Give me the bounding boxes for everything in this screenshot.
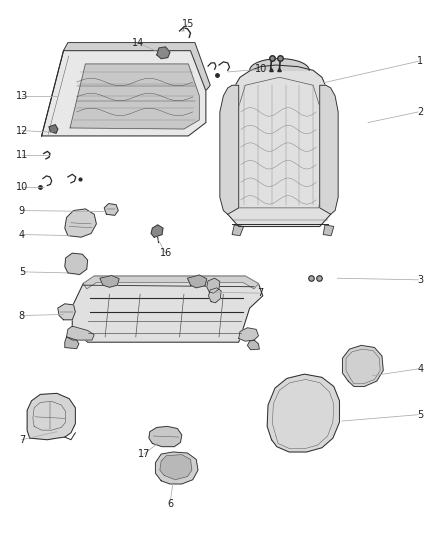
- Polygon shape: [64, 43, 210, 91]
- Text: 6: 6: [168, 499, 174, 508]
- Text: 17: 17: [138, 449, 151, 459]
- Polygon shape: [42, 51, 206, 136]
- Polygon shape: [320, 85, 338, 214]
- Text: 2: 2: [417, 107, 424, 117]
- Text: 9: 9: [19, 206, 25, 215]
- Polygon shape: [208, 288, 221, 303]
- Polygon shape: [83, 276, 258, 289]
- Text: 14: 14: [132, 38, 144, 47]
- Text: 11: 11: [16, 150, 28, 159]
- Polygon shape: [49, 125, 58, 133]
- Polygon shape: [343, 345, 383, 386]
- Polygon shape: [27, 393, 75, 440]
- Polygon shape: [187, 275, 207, 288]
- Polygon shape: [149, 426, 182, 447]
- Polygon shape: [58, 304, 75, 320]
- Text: 7: 7: [19, 435, 25, 445]
- Polygon shape: [151, 225, 163, 237]
- Text: 10: 10: [254, 64, 267, 74]
- Text: 13: 13: [16, 91, 28, 101]
- Polygon shape: [267, 374, 339, 452]
- Text: 10: 10: [16, 182, 28, 191]
- Polygon shape: [104, 204, 118, 215]
- Text: 5: 5: [417, 410, 424, 419]
- Polygon shape: [65, 337, 79, 349]
- Text: 15: 15: [182, 19, 194, 29]
- Polygon shape: [323, 225, 334, 236]
- Text: 12: 12: [16, 126, 28, 135]
- Polygon shape: [100, 276, 119, 287]
- Text: 1: 1: [417, 56, 424, 66]
- Polygon shape: [232, 225, 244, 236]
- Polygon shape: [72, 276, 263, 342]
- Text: 16: 16: [160, 248, 173, 258]
- Text: 5: 5: [19, 267, 25, 277]
- Polygon shape: [157, 47, 170, 59]
- Text: 4: 4: [417, 364, 424, 374]
- Polygon shape: [250, 59, 309, 70]
- Text: 8: 8: [19, 311, 25, 320]
- Text: 7: 7: [258, 288, 264, 298]
- Polygon shape: [67, 326, 94, 340]
- Polygon shape: [65, 253, 88, 274]
- Polygon shape: [247, 340, 259, 350]
- Polygon shape: [160, 455, 192, 480]
- Polygon shape: [239, 328, 258, 341]
- Polygon shape: [70, 64, 199, 129]
- Polygon shape: [207, 278, 220, 293]
- Text: 3: 3: [417, 275, 424, 285]
- Text: 4: 4: [19, 230, 25, 239]
- Polygon shape: [220, 85, 239, 214]
- Polygon shape: [65, 209, 96, 237]
- Polygon shape: [155, 452, 198, 484]
- Polygon shape: [226, 65, 333, 227]
